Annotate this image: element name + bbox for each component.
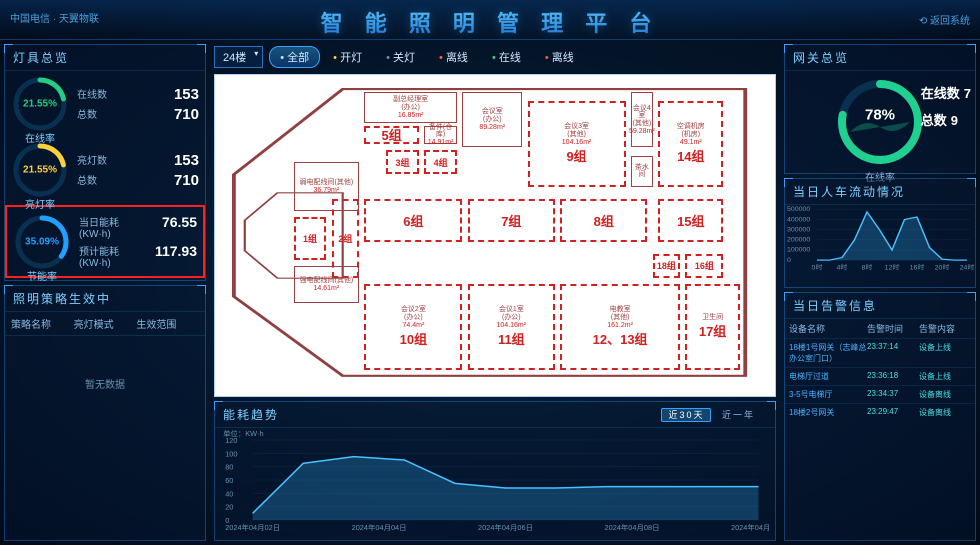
room-6组[interactable]: 6组 bbox=[364, 199, 462, 242]
label-room: 弱电配线间(其他)36.79m² bbox=[294, 162, 359, 211]
room-3组[interactable]: 3组 bbox=[386, 150, 419, 174]
room-16组[interactable]: 16组 bbox=[685, 254, 723, 278]
strategy-nodata: 暂无数据 bbox=[5, 336, 205, 431]
room-9组[interactable]: 会议3室(其他)104.16m²9组 bbox=[528, 101, 626, 186]
svg-text:0: 0 bbox=[787, 257, 791, 264]
trend-tab-30d[interactable]: 近30天 bbox=[661, 408, 711, 422]
back-button[interactable]: 返回系统 bbox=[919, 12, 970, 27]
room-11组[interactable]: 会议1室(办公)104.16m²11组 bbox=[468, 284, 555, 369]
light-overview-panel: 灯具总览 21.55% 在线率 在线数153总数710 21.55% 亮灯率 亮… bbox=[4, 44, 206, 281]
room-15组[interactable]: 15组 bbox=[658, 199, 723, 242]
svg-text:8时: 8时 bbox=[862, 263, 873, 271]
room-18组[interactable]: 18组 bbox=[653, 254, 680, 278]
strategy-head: 策略名称 亮灯模式 生效范围 bbox=[5, 312, 205, 336]
room-1组[interactable]: 1组 bbox=[294, 217, 327, 260]
svg-text:500000: 500000 bbox=[787, 206, 811, 213]
alarm-row[interactable]: 18楼1号网关（志峰总办公室门口）23:37:14设备上线 bbox=[785, 338, 975, 367]
svg-text:16时: 16时 bbox=[910, 263, 925, 271]
svg-text:100: 100 bbox=[225, 450, 237, 459]
svg-text:100000: 100000 bbox=[787, 247, 811, 254]
page-title: 智 能 照 明 管 理 平 台 bbox=[321, 0, 660, 38]
filter-btn-1[interactable]: 开灯 bbox=[322, 46, 373, 68]
alarm-row[interactable]: 3-5号电梯厅23:34:37设备离线 bbox=[785, 385, 975, 403]
gateway-gauge: 78% bbox=[835, 77, 925, 167]
room-17组[interactable]: 卫生间17组 bbox=[685, 284, 739, 369]
filter-btn-3[interactable]: 离线 bbox=[428, 46, 479, 68]
svg-text:300000: 300000 bbox=[787, 227, 811, 234]
filter-btn-2[interactable]: 关灯 bbox=[375, 46, 426, 68]
floor-plan[interactable]: 1组2组3组4组5组6组7组8组会议3室(其他)104.16m²9组会议2室(办… bbox=[214, 74, 776, 397]
svg-text:20时: 20时 bbox=[935, 263, 950, 271]
logo: 中国电信 · 天翼物联 bbox=[10, 10, 99, 25]
svg-text:12时: 12时 bbox=[885, 263, 900, 271]
svg-text:80: 80 bbox=[225, 463, 233, 472]
panel-title: 网关总览 bbox=[785, 45, 975, 71]
gauge-row-0: 21.55% 在线率 在线数153总数710 bbox=[5, 71, 205, 137]
filter-btn-4[interactable]: 在线 bbox=[481, 46, 532, 68]
panel-title: 灯具总览 bbox=[5, 45, 205, 71]
flow-chart: 500000 400000 300000 200000 100000 0 0时 4时 8时 12… bbox=[785, 205, 975, 275]
building-select[interactable]: 24楼 bbox=[214, 46, 263, 68]
room-12、13组[interactable]: 电教室(其他)161.2m²12、13组 bbox=[560, 284, 680, 369]
header: 中国电信 · 天翼物联 智 能 照 明 管 理 平 台 返回系统 bbox=[0, 0, 980, 40]
room-10组[interactable]: 会议2室(办公)74.4m²10组 bbox=[364, 284, 462, 369]
filter-btn-0[interactable]: 全部 bbox=[269, 46, 320, 68]
svg-text:2024年04月02日: 2024年04月02日 bbox=[225, 523, 280, 532]
room-4组[interactable]: 4组 bbox=[424, 150, 457, 174]
gauge-circle: 35.09% 节能率 bbox=[13, 213, 71, 271]
svg-text:4时: 4时 bbox=[837, 263, 848, 271]
trend-tab-1y[interactable]: 近一年 bbox=[716, 409, 761, 421]
label-room: 会议4室(其他)59.28m² bbox=[631, 92, 653, 147]
room-8组[interactable]: 8组 bbox=[560, 199, 647, 242]
trend-panel: 能耗趋势 近30天 近一年 单位：KW·h 120100806040200 20… bbox=[214, 401, 776, 541]
gauge-circle: 21.55% 亮灯率 bbox=[11, 141, 69, 199]
svg-text:24时: 24时 bbox=[960, 263, 975, 271]
svg-text:20: 20 bbox=[225, 503, 233, 512]
gateway-stats: 在线数7 总数9 bbox=[917, 75, 971, 137]
alarm-row[interactable]: 电梯厅过道23:36:18设备上线 bbox=[785, 367, 975, 385]
gateway-panel: 网关总览 78% 在线率 在线数7 总数9 bbox=[784, 44, 976, 174]
label-room: 茶水间 bbox=[631, 156, 653, 187]
svg-text:40: 40 bbox=[225, 490, 233, 499]
svg-text:2024年04月04日: 2024年04月04日 bbox=[352, 523, 407, 532]
svg-text:120: 120 bbox=[225, 436, 237, 445]
svg-text:400000: 400000 bbox=[787, 217, 811, 224]
svg-text:2024年04月10日: 2024年04月10日 bbox=[731, 523, 769, 532]
alarm-row[interactable]: 18楼2号网关23:29:47设备离线 bbox=[785, 403, 975, 421]
gauge-row-1: 21.55% 亮灯率 亮灯数153总数710 bbox=[5, 137, 205, 203]
room-5组[interactable]: 5组 bbox=[364, 126, 418, 144]
flow-panel: 当日人车流动情况 500000 400000 300000 200000 100000 0… bbox=[784, 178, 976, 288]
panel-title: 照明策略生效中 bbox=[5, 286, 205, 312]
svg-text:2024年04月06日: 2024年04月06日 bbox=[478, 523, 533, 532]
room-14组[interactable]: 空调机房(机房)49.1m²14组 bbox=[658, 101, 723, 186]
filter-btn-5[interactable]: 离线 bbox=[534, 46, 585, 68]
trend-chart: 单位：KW·h 120100806040200 2024年04月02日2024年… bbox=[215, 428, 775, 533]
alarm-head: 设备名称告警时间告警内容 bbox=[785, 319, 975, 338]
room-7组[interactable]: 7组 bbox=[468, 199, 555, 242]
strategy-panel: 照明策略生效中 策略名称 亮灯模式 生效范围 暂无数据 bbox=[4, 285, 206, 541]
label-room: 副总经理室(办公)16.85m² bbox=[364, 92, 456, 123]
svg-text:60: 60 bbox=[225, 476, 233, 485]
gauge-circle: 21.55% 在线率 bbox=[11, 75, 69, 133]
svg-text:0时: 0时 bbox=[812, 263, 823, 271]
panel-title: 当日人车流动情况 bbox=[785, 179, 975, 205]
toolbar: 24楼 全部开灯关灯离线在线离线 bbox=[214, 44, 776, 74]
panel-title: 能耗趋势 近30天 近一年 bbox=[215, 402, 775, 428]
alarm-panel: 当日告警信息 设备名称告警时间告警内容 18楼1号网关（志峰总办公室门口）23:… bbox=[784, 292, 976, 541]
gauge-row-2: 35.09% 节能率 当日能耗(KW·h)76.55预计能耗(KW·h)117.… bbox=[5, 205, 205, 278]
svg-text:2024年04月08日: 2024年04月08日 bbox=[605, 523, 660, 532]
label-room: 备件(仓库)14.91m² bbox=[424, 126, 457, 144]
label-room: 会议室(办公)89.28m² bbox=[462, 92, 522, 147]
svg-text:200000: 200000 bbox=[787, 237, 811, 244]
panel-title: 当日告警信息 bbox=[785, 293, 975, 319]
label-room: 强电配线间(其他)14.61m² bbox=[294, 266, 359, 303]
